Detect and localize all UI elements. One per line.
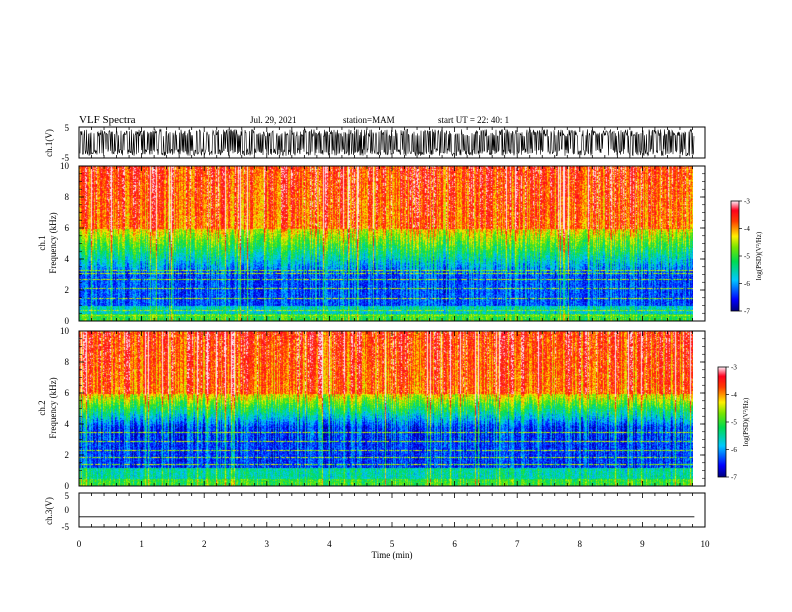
x-axis-label: Time (min) [372, 550, 413, 560]
y-tick-label: 0 [65, 316, 70, 326]
colorbar-tick-label: -7 [744, 308, 750, 316]
ch1-ylabel: ch.1(V) [44, 129, 54, 157]
ch2-spec-ylabel-channel: ch.2 [37, 400, 47, 415]
x-tick-label: 8 [578, 539, 583, 549]
y-tick-label: 8 [65, 357, 70, 367]
colorbar-tick-label: -5 [731, 419, 737, 427]
colorbar-tick-label: -4 [731, 391, 737, 399]
colorbar-ch1-label: log(PSD)(V²/Hz) [755, 231, 763, 280]
colorbar-tick-label: -6 [731, 446, 737, 454]
x-tick-label: 7 [515, 539, 520, 549]
waveform-ch1-trace [79, 128, 695, 157]
ch1-spec-ylabel-channel: ch.1 [37, 235, 47, 250]
spectrogram-ch1-image [79, 166, 693, 321]
ch3-ytick-bottom: -5 [62, 522, 70, 532]
ch3-ytick-top: 5 [65, 491, 70, 501]
waveform-ch1-panel: 5 -5 ch.1(V) [44, 123, 706, 163]
waveform-ch3-panel: 5 0 -5 ch.3(V) [44, 491, 706, 532]
x-axis-ticks [78, 127, 706, 527]
x-tick-label: 9 [640, 539, 645, 549]
ch1-ytick-bottom: -5 [62, 153, 70, 163]
colorbar-ch2-label: log(PSD)(V²/Hz) [742, 397, 750, 446]
colorbar-tick-label: -5 [744, 253, 750, 261]
colorbar-ch2-ticks: -3 -4 -5 -6 -7 [726, 364, 737, 482]
colorbar-ch2: -3 -4 -5 -6 -7 log(PSD)(V²/Hz) [717, 364, 750, 482]
y-tick-label: 10 [60, 326, 70, 336]
ch1-spec-ylabel-freq: Frequency (kHz) [48, 212, 58, 273]
colorbar-ch2-gradient [718, 367, 726, 477]
colorbar-tick-label: -4 [744, 225, 750, 233]
figure-title: VLF Spectra [79, 114, 136, 126]
y-tick-label: 2 [65, 450, 70, 460]
waveform-ch1-line [79, 128, 695, 157]
waveform-ch3-frame [78, 492, 706, 528]
station-label: station=MAM [343, 115, 395, 125]
ch1-ytick-top: 5 [65, 123, 70, 133]
colorbar-tick-label: -3 [731, 364, 737, 372]
spectrogram-ch1-yticks: 0 2 4 6 8 10 [60, 161, 705, 326]
ch2-spec-ylabel-freq: Frequency (kHz) [48, 377, 58, 438]
y-tick-label: 0 [65, 481, 70, 491]
colorbar-ch1-ticks: -3 -4 -5 -6 -7 [739, 198, 750, 316]
colorbar-tick-label: -3 [744, 198, 750, 206]
colorbar-tick-label: -7 [731, 474, 737, 482]
x-tick-label: 6 [452, 539, 457, 549]
ch3-ytick-mid: 0 [65, 505, 70, 515]
colorbar-ch1-gradient [731, 201, 739, 311]
x-tick-label: 1 [139, 539, 144, 549]
spectrogram-ch1-panel: 0 2 4 6 8 10 ch.1 Frequency (kHz) [37, 161, 706, 326]
spectrogram-ch2-image [79, 331, 693, 486]
y-tick-label: 8 [65, 192, 70, 202]
colorbar-tick-label: -6 [744, 280, 750, 288]
x-tick-label: 4 [327, 539, 332, 549]
y-tick-label: 10 [60, 161, 70, 171]
x-tick-label: 0 [77, 539, 82, 549]
x-tick-label: 10 [701, 539, 711, 549]
x-tick-label: 3 [265, 539, 270, 549]
start-time-label: start UT = 22: 40: 1 [438, 115, 509, 125]
y-tick-label: 6 [65, 388, 70, 398]
ch3-ylabel: ch.3(V) [44, 497, 54, 525]
colorbar-ch1: -3 -4 -5 -6 -7 log(PSD)(V²/Hz) [730, 198, 763, 316]
x-tick-label: 2 [202, 539, 207, 549]
spectrogram-ch2-yticks: 0 2 4 6 8 10 [60, 326, 705, 491]
x-tick-label: 5 [390, 539, 395, 549]
y-tick-label: 4 [65, 419, 70, 429]
spectrogram-ch2-panel: 0 2 4 6 8 10 ch.2 Frequency (kHz) [37, 326, 706, 491]
x-axis-tick-labels: 0 1 2 3 4 5 6 7 8 9 10 [77, 539, 710, 549]
y-tick-label: 6 [65, 223, 70, 233]
date-label: Jul. 29, 2021 [250, 115, 297, 125]
y-tick-label: 2 [65, 285, 70, 295]
y-tick-label: 4 [65, 254, 70, 264]
